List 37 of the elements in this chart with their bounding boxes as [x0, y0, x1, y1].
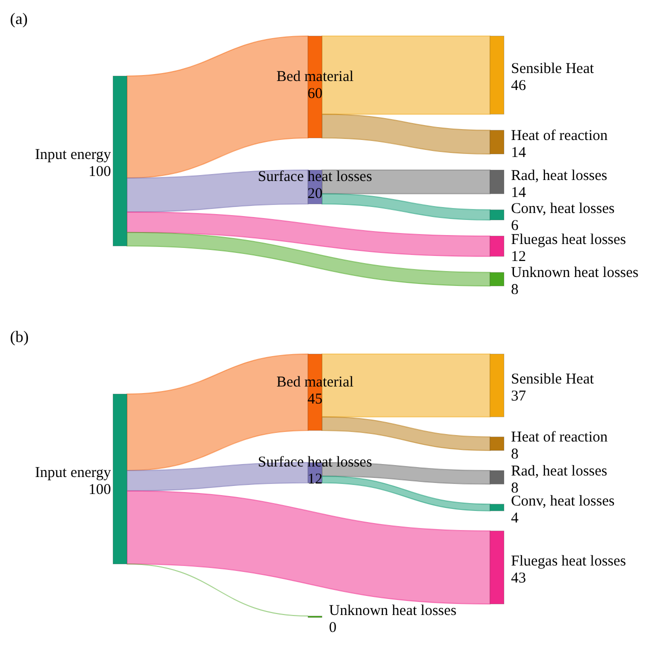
category-label: Heat of reaction: [511, 128, 608, 144]
data-label: 8: [511, 446, 518, 463]
category-label: Heat of reaction: [511, 430, 608, 446]
category-label: Unknown heat losses: [329, 602, 457, 619]
category-label: Sensible Heat: [511, 61, 595, 78]
category-label: Unknown heat losses: [511, 265, 639, 282]
data-label: 100: [88, 164, 111, 180]
category-label: Sensible Heat: [511, 371, 595, 388]
data-label: 20: [308, 186, 322, 202]
data-label: 37: [511, 388, 526, 404]
data-label: 4: [511, 510, 519, 526]
category-label: Input energy: [35, 465, 112, 481]
category-label: Surface heat losses: [258, 454, 372, 471]
data-label: 6: [511, 218, 519, 234]
data-label: 100: [88, 482, 111, 498]
category-label: Conv, heat losses: [511, 494, 615, 510]
category-label: Bed material: [276, 374, 354, 390]
category-label: Fluegas heat losses: [511, 232, 626, 248]
data-label: 0: [329, 620, 336, 636]
category-label: Conv, heat losses: [511, 200, 615, 217]
text: (b): [10, 329, 29, 346]
data-label: 46: [511, 78, 526, 94]
data-label: 45: [308, 391, 322, 408]
data-label: 43: [511, 570, 526, 586]
data-label: 14: [511, 184, 526, 201]
data-label: 14: [511, 145, 526, 162]
data-label: 8: [511, 282, 518, 298]
category-label: Bed material: [276, 69, 354, 85]
category-label: Surface heat losses: [258, 169, 372, 185]
category-label: Rad, heat losses: [511, 463, 608, 480]
data-label: 8: [511, 480, 518, 496]
category-label: Input energy: [35, 147, 112, 163]
text: (a): [10, 11, 28, 28]
category-label: Fluegas heat losses: [511, 553, 626, 570]
category-label: Rad, heat losses: [511, 168, 608, 184]
data-label: 12: [511, 249, 526, 266]
data-label: 60: [308, 86, 322, 102]
